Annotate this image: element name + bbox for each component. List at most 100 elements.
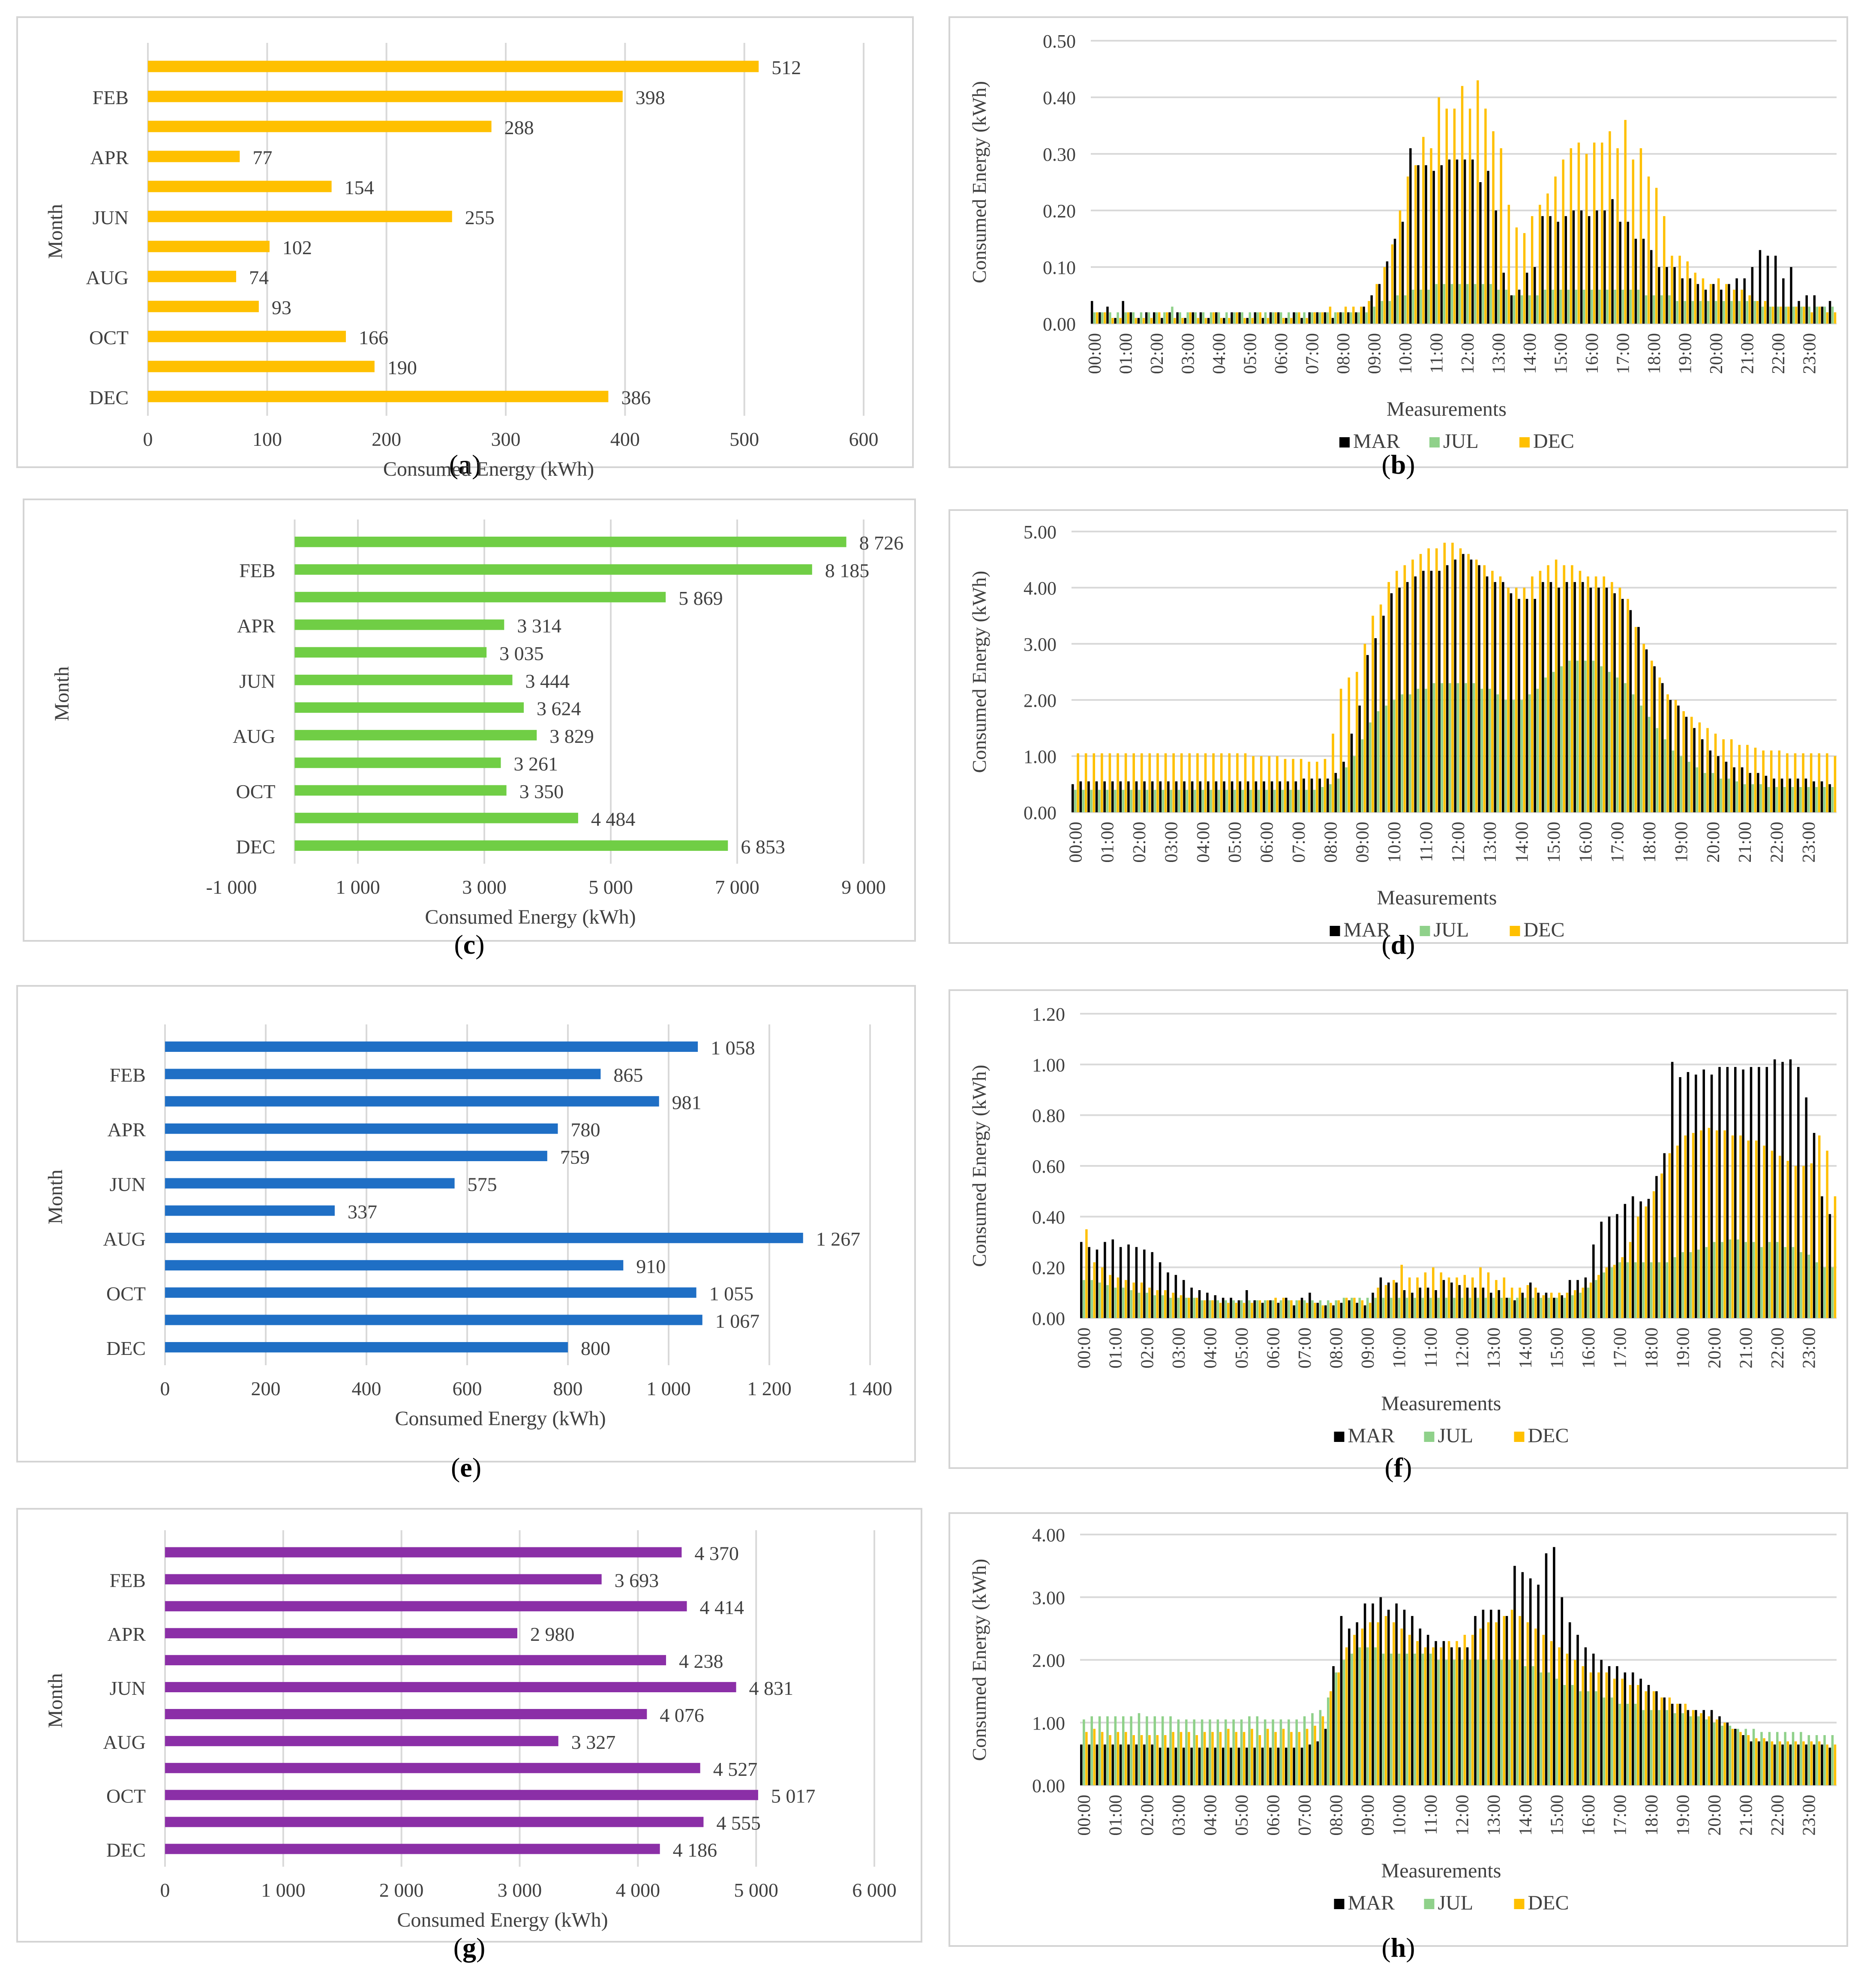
- x-tick-label: 00:00: [1075, 1327, 1094, 1369]
- bar-jul: [1358, 1647, 1361, 1785]
- x-tick-label: 11:00: [1417, 822, 1436, 862]
- bar-jul: [1138, 1292, 1141, 1318]
- bar-jul: [1124, 312, 1127, 324]
- bar-jul: [1217, 312, 1220, 324]
- bar-dec: [1298, 312, 1300, 324]
- x-tick-label: 800: [553, 1378, 583, 1399]
- bar-mar: [1765, 1741, 1768, 1785]
- bar-dec: [1361, 1628, 1364, 1785]
- bar-dec: [1645, 1206, 1648, 1318]
- x-tick-label: 05:00: [1241, 333, 1261, 374]
- bar-dec: [1148, 753, 1151, 812]
- bar-mar: [1324, 312, 1327, 324]
- bar-jul: [1162, 790, 1165, 812]
- data-label: 3 350: [519, 781, 564, 802]
- bar-dec: [1125, 1732, 1127, 1785]
- bar-dec: [1507, 204, 1510, 324]
- bar-jul: [1761, 306, 1764, 324]
- bar-mar: [1596, 210, 1598, 324]
- bar-jul: [1792, 1247, 1795, 1318]
- bar-mar: [1269, 312, 1272, 324]
- x-tick-label: 22:00: [1768, 822, 1787, 863]
- data-label: 4 831: [749, 1677, 794, 1699]
- bar-jul: [1185, 1297, 1188, 1318]
- x-tick-label: 2 000: [379, 1879, 424, 1901]
- bar-dec: [1546, 193, 1549, 324]
- chart-h: (h) 0.00 1.00 2.00 3.00 4.00 00:00 01:00 02:00 03…: [949, 1512, 1848, 1963]
- x-tick-label: 0: [143, 428, 153, 450]
- bar-jul: [1603, 1697, 1606, 1785]
- bar-mar: [1111, 1239, 1114, 1318]
- bar-dec: [1652, 1691, 1655, 1785]
- bar-mar: [1679, 1703, 1681, 1785]
- bar-dec: [1554, 176, 1557, 324]
- bar-dec: [1714, 733, 1717, 812]
- bar-dec: [1236, 312, 1238, 324]
- bar-jul: [1171, 306, 1174, 324]
- bar-mar: [1710, 1075, 1713, 1318]
- legend-swatch-dec: [1510, 926, 1520, 936]
- x-tick-label: 00:00: [1085, 333, 1105, 374]
- bar-jul: [1412, 289, 1414, 324]
- bar-mar: [1293, 1748, 1295, 1785]
- bar-jul: [1082, 790, 1085, 812]
- bar-jul: [1752, 1242, 1755, 1318]
- bar-jul: [1319, 1710, 1322, 1785]
- bar-dec: [1834, 1196, 1837, 1318]
- x-tick-label: 00:00: [1075, 1795, 1094, 1836]
- x-tick-label: 10:00: [1390, 1327, 1410, 1369]
- bar-dec: [1109, 1275, 1111, 1318]
- legend-label: DEC: [1528, 1424, 1569, 1447]
- bar-jul: [1560, 666, 1563, 812]
- data-label: 190: [387, 357, 417, 378]
- bar-dec: [1266, 1300, 1269, 1318]
- bar-dec: [1212, 753, 1215, 812]
- bar-sep: [294, 757, 501, 768]
- panel-letter: b: [1391, 449, 1406, 480]
- panel-caption: (g): [453, 1932, 486, 1963]
- x-tick-label: 19:00: [1673, 1327, 1693, 1369]
- bar-mar: [1159, 1262, 1162, 1318]
- bar-dec: [1172, 1292, 1174, 1318]
- bar-mar: [1246, 1290, 1248, 1318]
- bar-dec: [1723, 1130, 1726, 1318]
- bar-dec: [1686, 261, 1689, 324]
- data-label: 4 186: [673, 1839, 717, 1861]
- bar-jul: [1608, 672, 1611, 812]
- bar-dec: [1500, 148, 1502, 324]
- bar-jul: [1425, 688, 1427, 812]
- bar-jul: [1637, 289, 1640, 324]
- bar-mar: [1679, 1077, 1681, 1318]
- bar-mar: [1545, 1292, 1548, 1318]
- bar-dec: [1755, 1738, 1758, 1785]
- bar-mar: [1558, 588, 1560, 812]
- bar-jul: [1177, 790, 1180, 812]
- bar-dec: [1377, 1622, 1379, 1785]
- bar-mar: [1332, 1666, 1335, 1785]
- bar-jul: [1737, 1729, 1739, 1785]
- bar-dec: [1810, 753, 1813, 812]
- bar-dec: [1834, 756, 1837, 812]
- bar-mar: [1537, 1585, 1540, 1785]
- bar-mar: [1324, 1729, 1327, 1785]
- bar-jul: [1729, 1726, 1732, 1785]
- bar-dec: [1601, 142, 1603, 324]
- bar-mar: [1742, 1735, 1744, 1785]
- bar-mar: [1482, 1288, 1485, 1318]
- bar-mar: [1119, 781, 1122, 812]
- bar-dec: [1298, 1300, 1301, 1318]
- bar-jul: [1216, 1719, 1219, 1785]
- bar-mar: [1669, 700, 1672, 812]
- bar-mar: [1358, 706, 1361, 812]
- x-tick-label: 15:00: [1544, 822, 1564, 863]
- bar-jul: [1642, 1262, 1645, 1318]
- bar-jul: [1547, 1297, 1550, 1318]
- bar-jul: [1699, 301, 1702, 324]
- bar-jul: [1279, 312, 1282, 324]
- bar-apr: [165, 1628, 517, 1639]
- bar-dec: [1547, 565, 1549, 812]
- data-label: 575: [468, 1174, 497, 1195]
- bar-mar: [1471, 159, 1474, 324]
- bar-jul: [1334, 312, 1337, 324]
- bar-mar: [1183, 781, 1186, 812]
